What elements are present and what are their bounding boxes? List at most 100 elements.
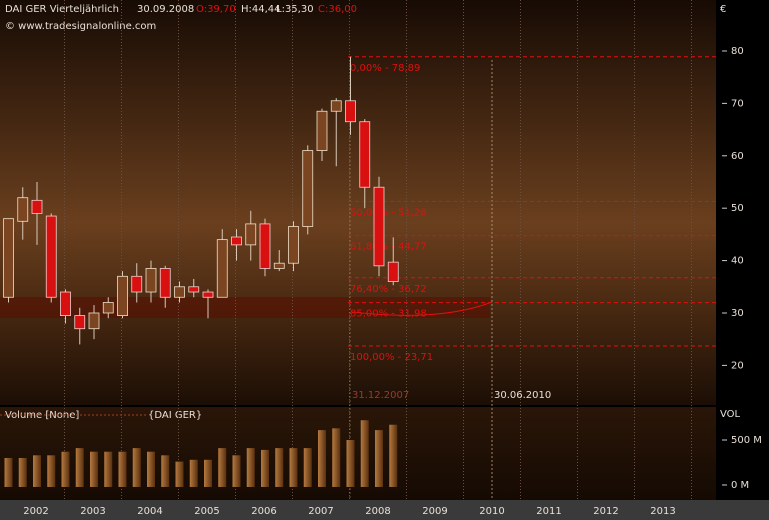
candle-body: [345, 100, 356, 123]
volume-bar: [147, 451, 155, 487]
x-tick-label: 2006: [251, 506, 276, 517]
candle-body: [17, 197, 29, 222]
x-tick-label: 2009: [422, 506, 447, 517]
source: © www.tradesignalonline.com: [5, 21, 156, 32]
candle-body: [316, 110, 328, 151]
x-tick-label: 2010: [479, 506, 504, 517]
y-tick-label: 70: [731, 98, 744, 109]
y-tick-label: 20: [731, 360, 744, 371]
candle-body: [31, 199, 43, 214]
candle-body: [216, 239, 228, 298]
volume-bar: [303, 448, 312, 487]
range-curve: [351, 301, 493, 316]
volume-bar: [332, 428, 341, 487]
volume-bar: [75, 448, 84, 487]
volume-bar: [104, 451, 113, 487]
x-tick-label: 2013: [650, 506, 675, 517]
volume-bar: [189, 459, 198, 487]
candle-body: [288, 226, 299, 264]
volume-bar: [204, 459, 212, 487]
x-tick-label: 2007: [308, 506, 333, 517]
title: DAI GER Vierteljährlich: [5, 4, 119, 15]
volume-title: Volume [None]: [5, 410, 79, 421]
volume-bar: [346, 440, 355, 487]
volume-axis-label: VOL: [720, 409, 741, 420]
header-open: O:39,70: [196, 4, 236, 15]
volume-bar: [261, 449, 269, 487]
y-tick-label: 500 M: [731, 435, 762, 446]
fib-label: 50,00% - 51,28: [350, 207, 427, 218]
volume-bar: [246, 448, 255, 487]
x-tick-label: 2012: [593, 506, 618, 517]
candle-body: [273, 262, 285, 269]
volume-bar: [360, 420, 369, 487]
candle-body: [188, 286, 200, 293]
candle-body: [387, 261, 399, 282]
y-tick-label: 60: [731, 151, 744, 162]
candle-body: [74, 315, 86, 330]
volume-bar: [47, 455, 56, 487]
candle-body: [60, 291, 71, 317]
volume-bar: [18, 457, 27, 487]
volume-bar: [33, 455, 41, 487]
fib-label: 76,40% - 36,72: [350, 284, 427, 295]
header-low: L:35,30: [276, 4, 314, 15]
fib-label: 0,00% - 78,89: [350, 63, 420, 74]
candle-body: [373, 186, 385, 267]
price-panel: [0, 0, 716, 405]
y-unit: €: [720, 4, 726, 15]
volume-bar: [61, 451, 70, 487]
volume-bar: [232, 455, 241, 487]
candle-body: [117, 275, 128, 317]
volume-bar: [90, 451, 98, 487]
date-marker-label: 30.06.2010: [494, 390, 551, 401]
x-axis-band: [0, 500, 769, 520]
candle-body: [174, 286, 185, 298]
candle-body: [3, 218, 14, 298]
candle-body: [145, 268, 157, 293]
candle-body: [359, 121, 371, 188]
candle-body: [102, 302, 114, 314]
volume-bar: [4, 457, 13, 487]
y-tick-label: 40: [731, 256, 744, 267]
y-tick-label: 80: [731, 46, 744, 57]
date-marker-label: 31.12.2007: [352, 390, 409, 401]
x-tick-label: 2011: [536, 506, 561, 517]
candle-body: [159, 268, 171, 298]
y-tick-label: 30: [731, 308, 744, 319]
candle-body: [131, 275, 143, 293]
x-tick-label: 2002: [23, 506, 48, 517]
volume-subtitle: {DAI GER}: [148, 410, 202, 421]
candle-body: [245, 223, 257, 246]
candle-body: [88, 312, 100, 330]
fib-label: 100,00% - 23,71: [350, 352, 433, 363]
volume-bar: [389, 424, 398, 487]
volume-bar: [118, 451, 127, 487]
volume-bar: [132, 448, 141, 487]
candle-body: [231, 236, 242, 246]
volume-bar: [175, 461, 184, 487]
volume-bar: [375, 430, 383, 487]
header-date: 30.09.2008: [137, 4, 194, 15]
x-tick-label: 2003: [80, 506, 105, 517]
candle-body: [45, 215, 57, 298]
volume-bar: [218, 448, 227, 487]
candle-body: [302, 150, 314, 227]
volume-bar: [161, 455, 170, 487]
volume-bar: [275, 448, 284, 487]
candle-body: [259, 223, 271, 269]
volume-bar: [318, 430, 326, 487]
fib-label: 61,80% - 44,77: [350, 242, 427, 253]
header-high: H:44,44: [241, 4, 281, 15]
fib-label: 85,00% - 31,98: [350, 309, 427, 320]
y-tick-label: 50: [731, 203, 744, 214]
x-tick-label: 2004: [137, 506, 162, 517]
x-tick-label: 2008: [365, 506, 390, 517]
candle-body: [330, 100, 342, 112]
candle-body: [202, 291, 214, 298]
y-tick-label: 0 M: [731, 480, 749, 491]
volume-bar: [289, 448, 298, 487]
x-tick-label: 2005: [194, 506, 219, 517]
